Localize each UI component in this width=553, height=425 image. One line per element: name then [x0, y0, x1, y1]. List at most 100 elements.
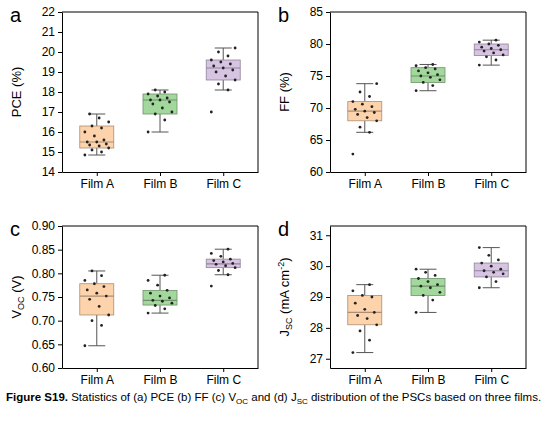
data-point — [375, 82, 378, 85]
box-group — [206, 248, 240, 288]
data-point — [222, 261, 225, 264]
y-tick-label: 30 — [310, 259, 324, 273]
box — [143, 94, 177, 114]
data-point — [93, 282, 96, 285]
data-point — [431, 84, 434, 87]
data-point — [375, 323, 378, 326]
x-tick-mark — [97, 368, 98, 372]
y-tick: 20 — [42, 45, 62, 59]
box — [348, 295, 382, 324]
data-point — [415, 64, 418, 67]
box-group — [143, 89, 177, 134]
data-point — [91, 270, 94, 273]
x-tick-mark — [428, 172, 429, 176]
data-point — [434, 68, 437, 71]
whisker-low — [96, 315, 97, 346]
x-tick-label: Film B — [412, 177, 446, 191]
whisker-cap-low — [483, 65, 500, 66]
y-tick-label: 65 — [310, 133, 324, 147]
caption-part: J — [291, 391, 297, 403]
y-tick-mark — [58, 132, 62, 133]
box-group — [143, 274, 177, 315]
x-tick: Film A — [81, 368, 114, 387]
data-point — [93, 135, 96, 138]
data-point — [149, 292, 152, 295]
y-tick: 14 — [42, 165, 62, 179]
whisker-cap-low — [152, 132, 169, 133]
y-tick-mark — [326, 140, 330, 141]
data-point — [222, 67, 225, 70]
y-axis-title-part: V — [9, 310, 24, 319]
y-tick: 0.65 — [32, 338, 62, 352]
data-point — [163, 274, 166, 277]
data-point — [419, 75, 422, 78]
box-group — [206, 47, 240, 114]
data-point — [419, 285, 422, 288]
data-point — [217, 83, 220, 86]
y-tick-label: 20 — [42, 45, 56, 59]
y-tick: 70 — [310, 101, 330, 115]
data-point — [227, 89, 230, 92]
data-point — [107, 147, 110, 150]
median — [143, 99, 177, 100]
whisker-cap-high — [356, 83, 373, 84]
data-point — [210, 59, 213, 62]
data-point — [154, 89, 157, 92]
data-point — [375, 119, 378, 122]
data-point — [88, 298, 91, 301]
whisker-cap-high — [483, 247, 500, 248]
x-tick-label: Film B — [144, 177, 178, 191]
box — [411, 278, 445, 295]
data-point — [495, 59, 498, 62]
x-tick-label: Film C — [206, 373, 241, 387]
box — [143, 290, 177, 305]
x-tick-label: Film A — [81, 373, 114, 387]
data-point — [351, 100, 354, 103]
y-tick-label: 29 — [310, 290, 324, 304]
data-point — [429, 76, 432, 79]
frame-top — [62, 12, 258, 13]
data-point — [229, 258, 232, 261]
data-point — [490, 265, 493, 268]
y-tick-mark — [58, 92, 62, 93]
data-point — [91, 149, 94, 152]
figure: 141516171819202122Film AFilm BFilm CPCE … — [0, 0, 553, 425]
median — [411, 286, 445, 287]
data-point — [434, 274, 437, 277]
x-tick-label: Film B — [412, 373, 446, 387]
figure-svg: 141516171819202122Film AFilm BFilm CPCE … — [0, 0, 553, 425]
y-tick-label: 28 — [310, 321, 324, 335]
data-point — [156, 95, 159, 98]
data-point — [366, 116, 369, 119]
y-tick-label: 31 — [310, 229, 324, 243]
frame-top — [62, 226, 258, 227]
y-tick-label: 75 — [310, 69, 324, 83]
data-point — [171, 302, 174, 305]
whisker-cap-low — [420, 312, 437, 313]
data-point — [483, 50, 486, 53]
data-point — [497, 259, 500, 262]
y-tick-mark — [58, 152, 62, 153]
data-point — [86, 289, 89, 292]
median — [411, 75, 445, 76]
y-axis-title-part: SC — [284, 317, 294, 330]
box-group — [80, 113, 114, 157]
whisker-low — [160, 114, 161, 132]
y-tick: 16 — [42, 125, 62, 139]
data-point — [356, 113, 359, 116]
data-point — [436, 283, 439, 286]
whisker-cap-high — [152, 275, 169, 276]
y-tick-mark — [58, 226, 62, 227]
y-axis-title: VOC (V) — [9, 275, 26, 318]
data-point — [499, 268, 502, 271]
y-tick-mark — [58, 52, 62, 53]
data-point — [100, 127, 103, 130]
data-point — [212, 65, 215, 68]
y-tick: 29 — [310, 290, 330, 304]
median — [348, 111, 382, 112]
median — [206, 263, 240, 264]
data-point — [105, 143, 108, 146]
panel-label: c — [10, 218, 20, 240]
data-point — [231, 69, 234, 72]
data-point — [359, 126, 362, 129]
